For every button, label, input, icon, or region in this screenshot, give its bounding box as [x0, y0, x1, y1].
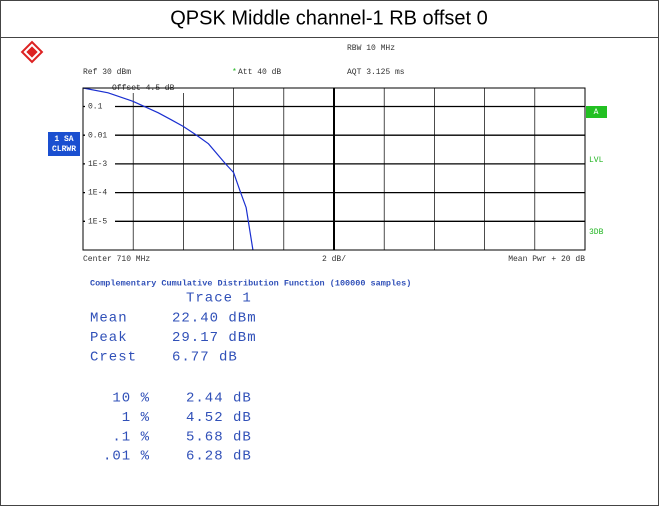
rbw: RBW 10 MHz — [347, 44, 395, 53]
side-a: A — [594, 108, 599, 117]
y-tick-label: 1E-3 — [88, 160, 107, 169]
logo — [20, 40, 44, 64]
trace-box — [48, 132, 80, 156]
y-tick-label: 0.1 — [88, 103, 103, 112]
stat-label: Peak — [90, 330, 128, 346]
title: QPSK Middle channel-1 RB offset 0 — [170, 7, 488, 29]
x-right-label: Mean Pwr + 20 dB — [508, 255, 585, 264]
stat-value: 22.40 dBm — [172, 311, 257, 327]
y-tick-bg — [85, 131, 115, 140]
percentile-label: 1 % — [122, 410, 150, 426]
percentile-value: 4.52 dB — [186, 410, 252, 426]
stat-label: Crest — [90, 350, 137, 366]
x-left-label: Center 710 MHz — [83, 255, 150, 264]
side-a-box — [586, 106, 607, 118]
y-tick-bg — [85, 188, 115, 197]
offset: Offset 4.5 dB — [112, 84, 175, 93]
ref: Ref 30 dBm — [83, 68, 131, 77]
stat-value: 29.17 dBm — [172, 330, 257, 346]
plot: 0.1 0.01 1E-3 1E-4 1E-5 — [82, 87, 586, 251]
y-tick-bg — [85, 102, 115, 111]
y-tick-bg — [85, 159, 115, 168]
y-tick-label: 0.01 — [88, 131, 107, 140]
y-tick-label: 1E-4 — [88, 189, 107, 198]
ccdf-line — [82, 87, 254, 251]
trace-mode: CLRWR — [52, 145, 76, 154]
x-mid-label: 2 dB/ — [322, 255, 346, 264]
y-tick-label: 1E-5 — [88, 217, 107, 226]
percentile-value: 5.68 dB — [186, 429, 252, 445]
percentile-value: 6.28 dB — [186, 449, 252, 465]
side-lvl: LVL — [589, 156, 604, 165]
stat-value: 6.77 dB — [172, 350, 238, 366]
percentile-label: .01 % — [103, 449, 150, 465]
aqt: AQT 3.125 ms — [347, 68, 405, 77]
att: Att 40 dB — [238, 68, 281, 77]
stat-label: Mean — [90, 311, 128, 327]
percentile-label: 10 % — [112, 391, 150, 407]
trace-mode: 1 SA — [54, 135, 73, 144]
caption: Complementary Cumulative Distribution Fu… — [90, 278, 411, 288]
trace-title: Trace 1 — [186, 291, 252, 307]
att-flag: * — [232, 68, 237, 77]
side-3db: 3DB — [589, 228, 604, 237]
percentile-value: 2.44 dB — [186, 391, 252, 407]
percentile-label: .1 % — [112, 429, 150, 445]
y-tick-bg — [85, 217, 115, 226]
plot-border — [82, 87, 586, 251]
